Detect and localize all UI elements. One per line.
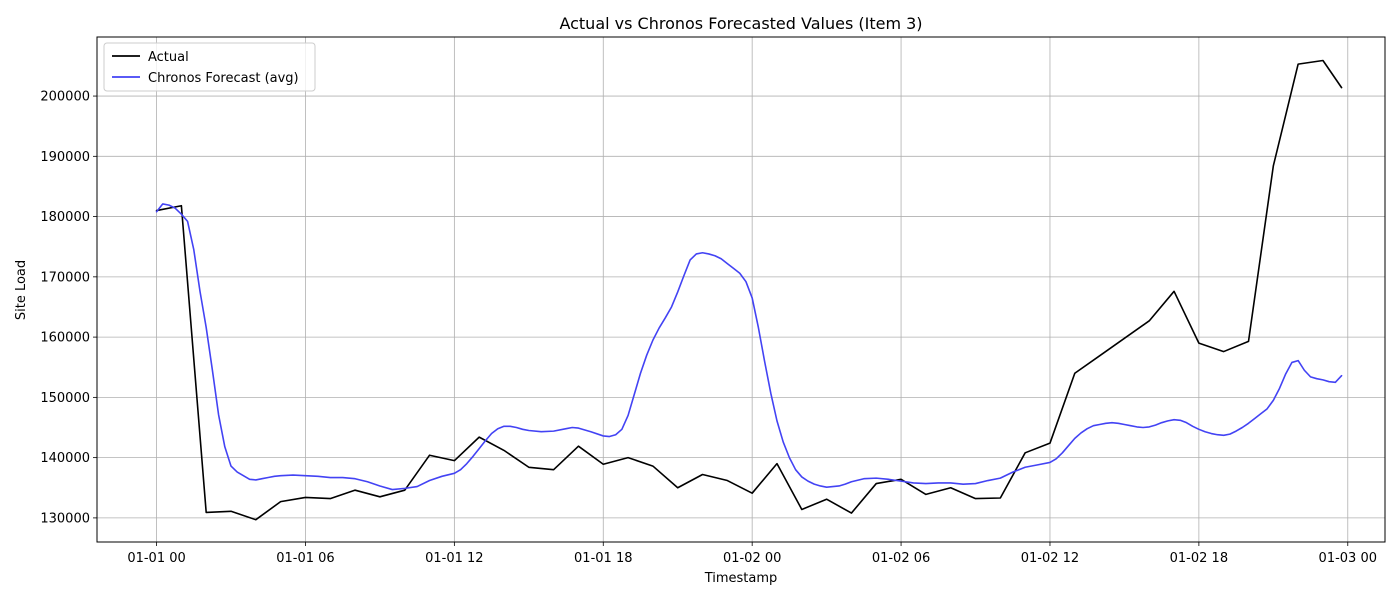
series-lines <box>155 59 1343 521</box>
y-tick-label: 160000 <box>40 331 90 346</box>
legend-box <box>103 42 316 92</box>
chart-title: Actual vs Chronos Forecasted Values (Ite… <box>559 14 922 33</box>
y-tick-label: 130000 <box>40 511 90 526</box>
y-tick-label: 150000 <box>40 391 90 406</box>
x-axis-label: Timestamp <box>704 571 778 586</box>
grid-lines <box>97 37 1385 542</box>
axis-ticks: 01-01 00 01-01 06 01-01 12 01-01 18 01-02 00… <box>40 90 1377 566</box>
y-tick-label: 200000 <box>40 90 90 105</box>
y-tick-label: 170000 <box>40 270 90 285</box>
legend: Actual Chronos Forecast (avg) <box>103 42 316 92</box>
x-tick-label: 01-02 06 <box>872 551 930 566</box>
x-tick-label: 01-03 00 <box>1319 551 1377 566</box>
legend-label-actual: Actual <box>148 50 189 65</box>
y-tick-label: 190000 <box>40 150 90 165</box>
legend-label-forecast: Chronos Forecast (avg) <box>148 71 299 86</box>
x-tick-label: 01-01 06 <box>276 551 334 566</box>
y-axis-label: Site Load <box>14 260 29 320</box>
x-tick-label: 01-01 00 <box>127 551 185 566</box>
x-tick-label: 01-02 00 <box>723 551 781 566</box>
x-tick-label: 01-01 18 <box>574 551 632 566</box>
plot-frame <box>96 36 1386 543</box>
x-tick-label: 01-01 12 <box>425 551 483 566</box>
x-tick-label: 01-02 18 <box>1170 551 1228 566</box>
y-tick-label: 180000 <box>40 210 90 225</box>
x-tick-label: 01-02 12 <box>1021 551 1079 566</box>
actual-series-line <box>155 59 1343 521</box>
y-tick-label: 140000 <box>40 451 90 466</box>
forecast-series-line <box>155 203 1343 491</box>
